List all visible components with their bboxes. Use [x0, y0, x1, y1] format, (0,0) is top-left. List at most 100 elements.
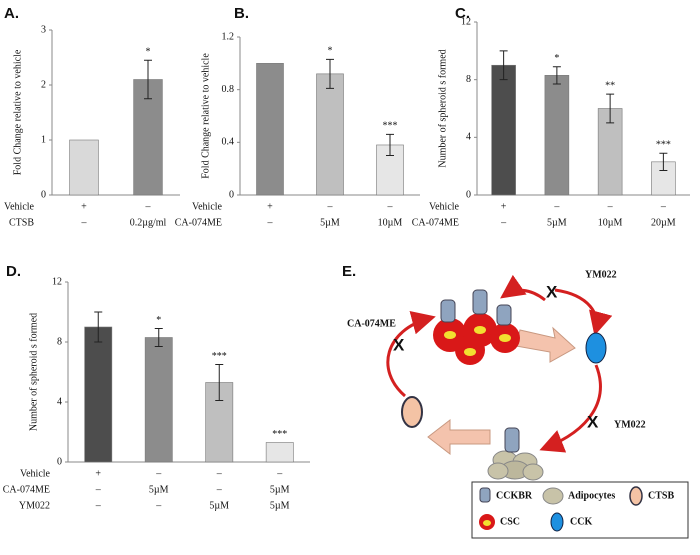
- panel-title: A.: [4, 5, 19, 22]
- error-bar: [552, 66, 561, 85]
- error-bar: [499, 50, 508, 81]
- legend-label: CSC: [500, 516, 520, 527]
- significance-label: *: [328, 46, 333, 57]
- significance-label: ***: [383, 121, 398, 132]
- legend-label: CCK: [570, 516, 592, 527]
- row-entry: 5µM: [270, 500, 290, 511]
- row-label: Vehicle: [20, 468, 51, 479]
- row-entry: +: [267, 201, 273, 212]
- row-entry: 5µM: [149, 484, 169, 495]
- row-entry: 10µM: [598, 217, 623, 228]
- error-bar: [659, 152, 668, 171]
- y-axis-label: Fold Change relative to vehicle: [12, 49, 23, 175]
- y-tick-label: 4: [57, 396, 62, 407]
- cck-icon: [585, 332, 607, 364]
- diagram: E. YM022 CA-074ME YM022 X X X CCKBR Adip…: [342, 263, 689, 539]
- row-label: YM022: [19, 500, 50, 511]
- significance-label: **: [605, 80, 615, 91]
- error-bar: [215, 364, 224, 401]
- significance-label: *: [146, 47, 151, 58]
- row-entry: 5µM: [547, 217, 567, 228]
- y-tick-label: 12: [52, 276, 62, 287]
- block-mark: X: [587, 412, 599, 431]
- row-entry: –: [95, 500, 102, 511]
- row-entry: –: [267, 217, 274, 228]
- y-tick-label: 0: [466, 189, 471, 200]
- error-bar: [326, 58, 334, 89]
- row-entry: +: [501, 201, 507, 212]
- bar: [84, 326, 113, 463]
- y-tick-label: 2: [41, 79, 46, 90]
- block-arrow: [515, 326, 576, 363]
- error-bar: [94, 311, 103, 343]
- row-entry: –: [216, 484, 223, 495]
- row-label: CA-074ME: [412, 217, 459, 228]
- significance-label: ***: [212, 351, 227, 362]
- inhibitor-label: YM022: [585, 269, 617, 280]
- bar: [316, 73, 344, 196]
- row-entry: –: [155, 500, 162, 511]
- csc-cluster: [433, 289, 520, 365]
- row-entry: –: [216, 468, 223, 479]
- significance-label: ***: [272, 429, 287, 440]
- row-entry: –: [95, 484, 102, 495]
- row-label: CA-074ME: [3, 484, 50, 495]
- row-label: Vehicle: [429, 201, 460, 212]
- row-entry: 5µM: [270, 484, 290, 495]
- legend-label: Adipocytes: [568, 490, 615, 501]
- block-mark: X: [546, 282, 558, 301]
- y-tick-label: 8: [57, 336, 62, 347]
- arrow: [554, 288, 613, 336]
- y-tick-label: 0: [41, 189, 46, 200]
- inhibitor-label: CA-074ME: [347, 318, 396, 329]
- y-tick-label: 0.8: [222, 84, 235, 95]
- arrow: [539, 364, 602, 453]
- error-bar: [154, 328, 163, 347]
- bar: [69, 139, 99, 196]
- panel-title: B.: [234, 5, 249, 22]
- row-entry: –: [607, 201, 614, 212]
- block-arrow: [427, 418, 491, 456]
- y-axis-label: Fold Change relative to vehicle: [200, 53, 211, 179]
- y-tick-label: 4: [466, 132, 471, 143]
- row-label: Vehicle: [4, 201, 35, 212]
- row-entry: –: [500, 217, 507, 228]
- y-tick-label: 8: [466, 74, 471, 85]
- row-entry: –: [327, 201, 334, 212]
- row-entry: 20µM: [651, 217, 676, 228]
- panel-title: E.: [342, 263, 356, 280]
- panel-title: D.: [6, 263, 21, 280]
- row-label: CA-074ME: [175, 217, 222, 228]
- row-entry: –: [660, 201, 667, 212]
- row-entry: 5µM: [209, 500, 229, 511]
- bar: [144, 337, 173, 463]
- adipocyte-cluster: [487, 427, 544, 481]
- y-tick-label: 3: [41, 24, 46, 35]
- y-tick-label: 0: [229, 189, 234, 200]
- arrow: [386, 311, 436, 398]
- legend-box: [471, 481, 689, 539]
- row-entry: –: [387, 201, 394, 212]
- row-entry: +: [81, 201, 87, 212]
- row-entry: –: [81, 217, 88, 228]
- arrow: [500, 274, 546, 302]
- ctsb-icon: [401, 396, 423, 428]
- y-axis-label: Number of spheroid s formed: [437, 49, 448, 167]
- y-tick-label: 1.2: [222, 31, 235, 42]
- y-tick-label: 0.4: [222, 137, 235, 148]
- row-label: Vehicle: [192, 201, 223, 212]
- row-entry: 5µM: [320, 217, 340, 228]
- legend-label: CCKBR: [496, 490, 533, 501]
- y-tick-label: 12: [461, 16, 471, 27]
- y-tick-label: 0: [57, 456, 62, 467]
- row-entry: 10µM: [378, 217, 403, 228]
- error-bar: [386, 133, 394, 156]
- inhibitor-label: YM022: [614, 419, 646, 430]
- bar: [265, 442, 294, 463]
- row-entry: +: [95, 468, 101, 479]
- row-entry: 0.2µg/ml: [130, 217, 167, 228]
- y-axis-label: Number of spheroid s formed: [28, 313, 39, 431]
- row-entry: –: [276, 468, 283, 479]
- significance-label: *: [156, 315, 161, 326]
